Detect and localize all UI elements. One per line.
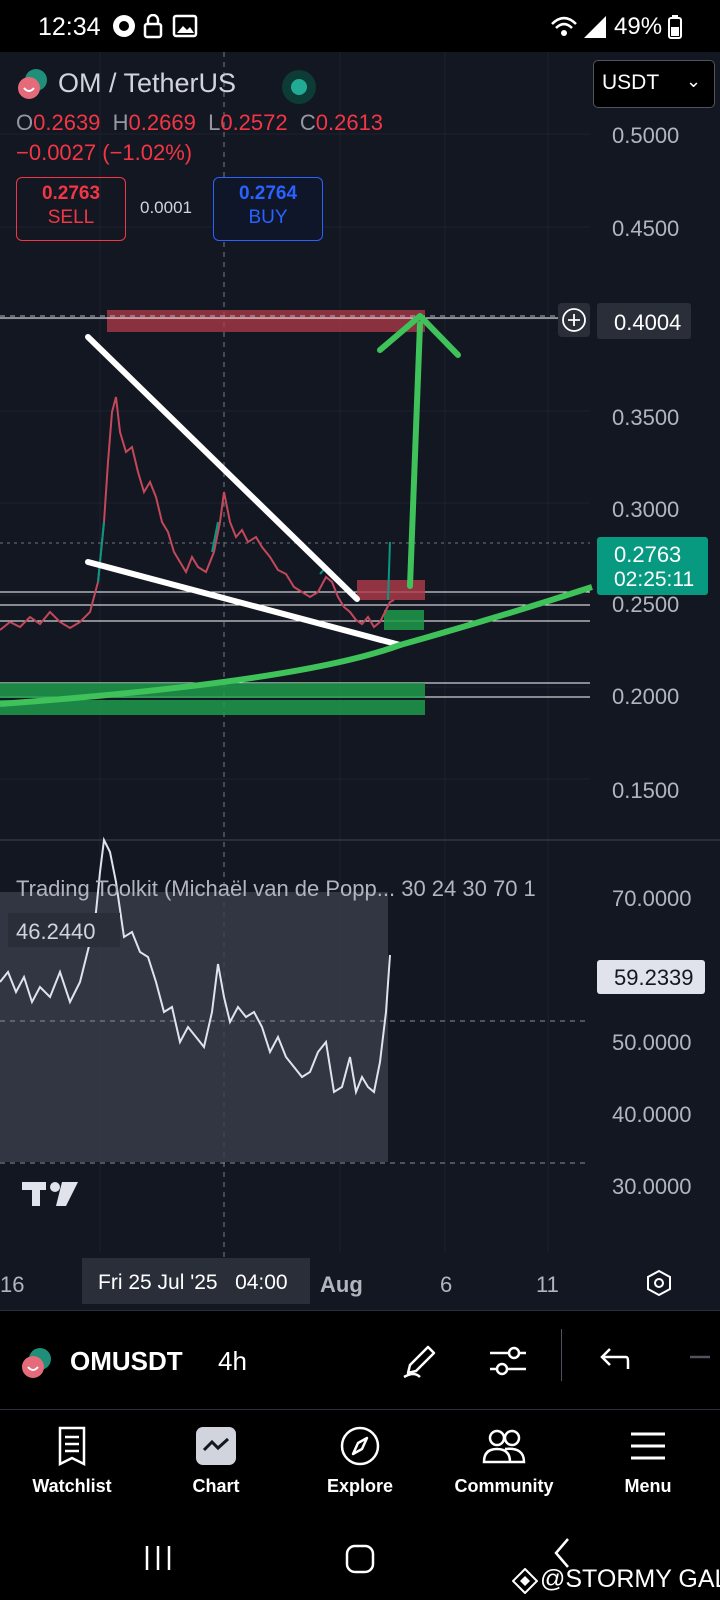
indicator-value-right: 59.2339 — [614, 965, 694, 990]
price-tick: 0.1500 — [612, 778, 680, 803]
undo-icon[interactable] — [598, 1345, 632, 1375]
chart-canvas[interactable] — [0, 52, 720, 1302]
chevron-down-icon: ⌄ — [686, 71, 702, 91]
price-tick: 0.3000 — [612, 497, 680, 522]
indicator-value-left: 46.2440 — [16, 919, 96, 944]
chart-settings-icon[interactable] — [644, 1268, 674, 1298]
nav-watchlist[interactable]: Watchlist — [0, 1426, 144, 1497]
sell-label: SELL — [47, 207, 95, 228]
om-logo-icon — [18, 69, 47, 99]
market-status-dot — [282, 70, 316, 104]
bar-countdown: 02:25:11 — [614, 568, 695, 591]
currency-select[interactable]: USDT ⌄ — [593, 60, 715, 108]
close-label: C — [299, 110, 316, 135]
signal-wifi-icon — [551, 16, 606, 38]
symbol-title[interactable]: OM / TetherUS — [58, 68, 237, 98]
watchlist-icon — [58, 1426, 86, 1466]
crosshair-time-label: Fri 25 Jul '25 04:00 — [82, 1258, 310, 1304]
open-value: 0.2639 — [33, 110, 101, 135]
nav-explore[interactable]: Explore — [288, 1426, 432, 1497]
community-icon — [482, 1429, 526, 1464]
hamburger-menu-icon — [631, 1432, 665, 1460]
nav-label: Menu — [624, 1476, 672, 1496]
indicator-tick: 50.0000 — [612, 1030, 692, 1055]
price-tick: 0.3500 — [612, 405, 680, 430]
redo-icon[interactable] — [690, 1345, 720, 1375]
ohlc-row: O0.2639 H0.2669 L0.2572 C0.2613 — [16, 110, 383, 136]
watermark-text: @STORMY GAL — [540, 1565, 720, 1593]
sell-button[interactable]: 0.2763 SELL — [16, 177, 126, 241]
current-price-label: 0.2763 02:25:11 — [597, 537, 708, 595]
nav-label: Chart — [192, 1476, 240, 1496]
om-logo-icon — [22, 1348, 51, 1378]
low-label: L — [208, 110, 221, 135]
buy-label: BUY — [248, 207, 288, 228]
open-label: O — [16, 110, 34, 135]
interval-button[interactable]: 4h — [218, 1346, 247, 1376]
price-tick: 0.5000 — [612, 123, 680, 148]
status-left-icons — [113, 14, 198, 39]
time-label: Aug — [320, 1272, 363, 1297]
nav-community[interactable]: Community — [432, 1426, 576, 1497]
high-label: H — [112, 110, 129, 135]
chart-icon — [196, 1427, 236, 1465]
indicator-value-box: 46.2440 — [8, 913, 120, 947]
nav-chart[interactable]: Chart — [144, 1426, 288, 1497]
indicator-tick: 40.0000 — [612, 1102, 692, 1127]
nav-menu[interactable]: Menu — [576, 1426, 720, 1497]
low-value: 0.2572 — [220, 110, 288, 135]
time-label: 11 — [536, 1272, 559, 1297]
time-axis[interactable]: 16 Fri 25 Jul '25 04:00 Aug 6 11 — [0, 1258, 720, 1310]
price-tick: 0.4500 — [612, 216, 680, 241]
price-tick: 0.2000 — [612, 684, 680, 709]
status-time: 12:34 — [38, 13, 101, 41]
compass-icon — [340, 1426, 380, 1466]
pencil-icon[interactable] — [400, 1341, 440, 1381]
currency-label: USDT — [602, 71, 660, 94]
time-label: 6 — [440, 1272, 453, 1297]
tradingview-logo — [22, 1182, 78, 1206]
buy-price: 0.2764 — [238, 183, 298, 204]
buy-button[interactable]: 0.2764 BUY — [213, 177, 323, 241]
close-value: 0.2613 — [315, 110, 384, 135]
hover-price-label: 0.4004 — [597, 303, 691, 339]
battery-icon — [668, 15, 682, 39]
chart-toolbar: OMUSDT 4h — [0, 1310, 720, 1409]
time-label: 16 — [0, 1272, 25, 1297]
status-bar: 12:34 49% — [0, 0, 720, 52]
symbol-button[interactable]: OMUSDT — [70, 1346, 183, 1376]
system-nav-bar: @STORMY GAL — [0, 1519, 720, 1600]
back-icon[interactable] — [550, 1535, 574, 1571]
add-alert-button[interactable] — [558, 303, 590, 337]
recent-apps-icon[interactable] — [143, 1543, 175, 1573]
nav-label: Watchlist — [32, 1476, 112, 1496]
price-tick: 0.2500 — [612, 592, 680, 617]
nav-label: Community — [454, 1476, 554, 1496]
plus-circle-icon — [562, 308, 586, 332]
indicator-tick: 70.0000 — [612, 886, 692, 911]
price-change: −0.0027 (−1.02%) — [16, 140, 193, 165]
indicator-tick: 30.0000 — [612, 1174, 692, 1199]
toolbar-divider — [561, 1329, 562, 1381]
current-price: 0.2763 — [614, 542, 682, 567]
binance-logo-icon — [512, 1568, 538, 1594]
battery-percent: 49% — [614, 13, 663, 40]
sell-price: 0.2763 — [41, 183, 101, 204]
high-value: 0.2669 — [128, 110, 196, 135]
spread-value: 0.0001 — [140, 198, 192, 217]
bottom-nav: Watchlist Chart Explore Community Menu — [0, 1409, 720, 1520]
indicators-sliders-icon[interactable] — [488, 1343, 528, 1379]
candles — [0, 396, 395, 631]
home-icon[interactable] — [344, 1543, 376, 1575]
indicator-value-right-box: 59.2339 — [597, 960, 705, 994]
indicator-title[interactable]: Trading Toolkit (Michaël van de Popp... … — [16, 876, 536, 901]
nav-label: Explore — [326, 1476, 394, 1496]
